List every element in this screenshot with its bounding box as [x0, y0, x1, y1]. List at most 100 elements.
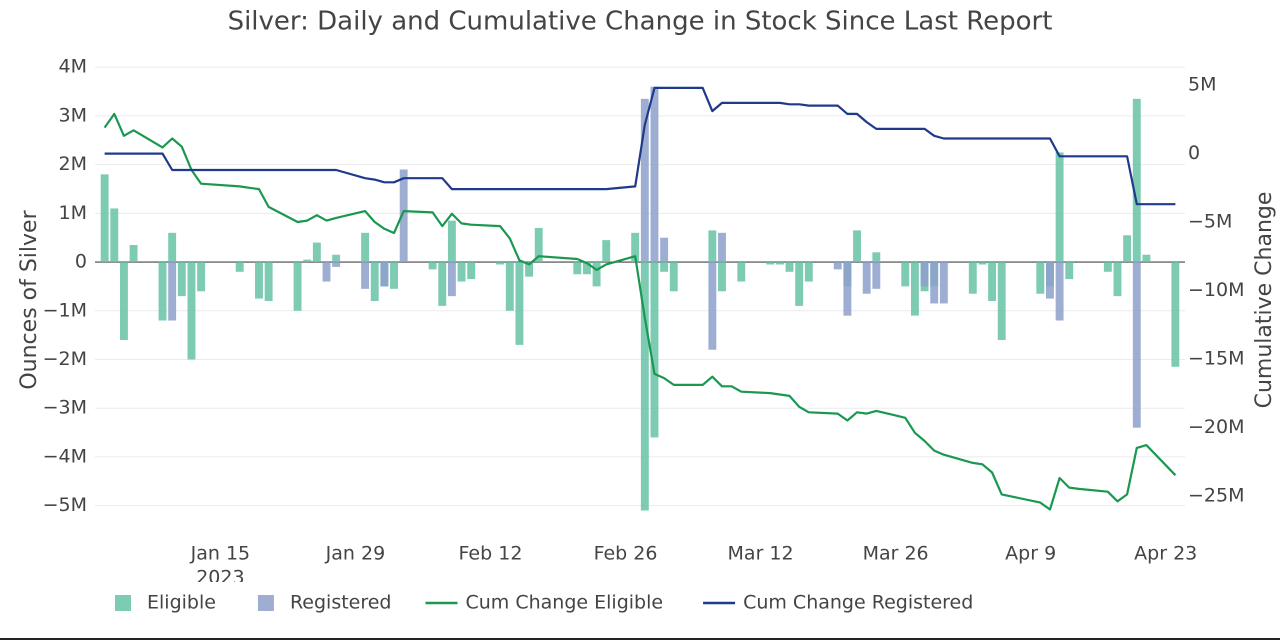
- y-axis-title: Ounces of Silver: [17, 209, 42, 389]
- y-tick-label: 1M: [59, 202, 87, 224]
- bar: [129, 245, 138, 263]
- bar: [1065, 262, 1074, 280]
- bar: [804, 262, 813, 282]
- bar: [438, 262, 447, 306]
- bar: [447, 220, 456, 263]
- bar: [515, 262, 524, 345]
- bar: [785, 262, 794, 272]
- bar: [737, 262, 746, 282]
- bar: [312, 242, 321, 263]
- bar: [592, 262, 601, 287]
- x-tick-label: Mar 26: [863, 543, 929, 565]
- x-tick-label: Apr 23: [1134, 543, 1197, 565]
- y2-tick-label: −25M: [1188, 484, 1245, 506]
- bar: [872, 262, 881, 289]
- y2-tick-label: −10M: [1188, 279, 1245, 301]
- x-tick-label: Mar 12: [728, 543, 794, 565]
- legend-label: Cum Change Registered: [743, 592, 973, 614]
- bar: [370, 262, 379, 302]
- bar: [496, 262, 505, 265]
- y2-tick-label: −5M: [1188, 211, 1232, 233]
- bar: [939, 262, 948, 304]
- x-tick-label: Jan 15: [190, 543, 251, 565]
- bar: [168, 232, 177, 263]
- bar: [1113, 262, 1122, 297]
- bar: [505, 262, 514, 311]
- x-tick-year: 2023: [196, 567, 244, 589]
- bar: [390, 262, 398, 289]
- legend-label: Eligible: [147, 592, 216, 614]
- bar: [235, 262, 244, 272]
- bar: [1142, 254, 1151, 263]
- bar: [110, 208, 119, 263]
- legend-label: Cum Change Eligible: [466, 592, 664, 614]
- bar: [631, 232, 640, 263]
- bar: [255, 262, 263, 299]
- bar: [1132, 262, 1141, 428]
- bar: [187, 262, 196, 360]
- bar: [332, 254, 341, 263]
- bar: [640, 262, 649, 511]
- bar: [968, 262, 977, 294]
- bar: [872, 252, 881, 263]
- y-tick-label: −5M: [43, 494, 87, 516]
- bar: [573, 262, 582, 275]
- x-tick-label: Feb 26: [594, 543, 658, 565]
- y2-tick-label: 5M: [1188, 74, 1216, 96]
- bar: [158, 262, 167, 321]
- y-tick-label: 0: [75, 251, 87, 273]
- bar: [978, 262, 987, 265]
- bar: [602, 240, 611, 263]
- y-tick-label: −4M: [43, 445, 87, 467]
- bar: [119, 262, 128, 340]
- bar: [650, 86, 659, 263]
- bar: [293, 262, 302, 311]
- bar: [582, 262, 591, 275]
- bar: [447, 262, 456, 297]
- bar: [1171, 262, 1180, 367]
- bar: [303, 259, 312, 263]
- bar: [843, 262, 852, 316]
- line: [103, 112, 1177, 511]
- bar: [997, 262, 1006, 340]
- y2-tick-label: 0: [1188, 142, 1200, 164]
- bar: [988, 262, 997, 302]
- bar: [795, 262, 804, 306]
- bar: [718, 232, 726, 263]
- chart-title: Silver: Daily and Cumulative Change in S…: [228, 7, 1053, 37]
- y-tick-label: 4M: [59, 56, 87, 78]
- bar: [766, 262, 775, 265]
- bar: [525, 262, 534, 277]
- bar: [1132, 98, 1141, 263]
- bar: [264, 262, 273, 302]
- y-tick-label: −2M: [43, 348, 87, 370]
- bar: [1055, 152, 1064, 263]
- bar: [168, 262, 177, 321]
- bar: [1123, 235, 1132, 263]
- bar: [718, 262, 726, 292]
- legend-swatch: [257, 595, 274, 611]
- y2-tick-label: −20M: [1188, 416, 1245, 438]
- legend-swatch: [115, 595, 131, 611]
- x-tick-label: Apr 9: [1005, 543, 1056, 565]
- line: [104, 86, 1176, 206]
- bar: [920, 262, 929, 287]
- bar: [1055, 262, 1064, 321]
- bar: [708, 230, 717, 263]
- y2-axis-title: Cumulative Change: [1252, 192, 1277, 409]
- x-tick-label: Feb 12: [459, 543, 523, 565]
- y2-tick-label: −15M: [1188, 347, 1245, 369]
- bar: [534, 227, 543, 263]
- bar: [361, 232, 370, 263]
- bar: [1046, 262, 1054, 299]
- bar: [708, 262, 717, 350]
- bar: [361, 262, 370, 289]
- bar: [197, 262, 206, 292]
- y-tick-label: 2M: [59, 153, 87, 175]
- bar: [332, 262, 341, 267]
- bar: [1036, 262, 1045, 294]
- bar: [930, 262, 939, 304]
- bar: [910, 262, 919, 316]
